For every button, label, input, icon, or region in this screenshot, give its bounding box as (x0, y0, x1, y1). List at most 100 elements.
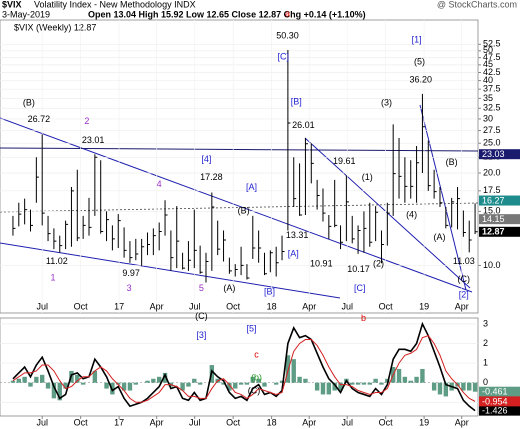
histogram-bar (22, 376, 27, 383)
price-box (479, 195, 520, 206)
histogram-bar (45, 382, 51, 389)
price-box (479, 386, 520, 397)
histogram-bar (373, 378, 378, 383)
annotation: (C) (248, 385, 261, 395)
annotation: (4) (406, 209, 417, 219)
price-bar (111, 225, 115, 251)
price-bar (386, 202, 390, 246)
annotation: 5 (199, 283, 204, 293)
y-tick-label: 10.0 (483, 260, 501, 270)
instrument-name: Volatility Index - New Methodology INDX (34, 0, 196, 9)
y-tick-label: 45 (483, 59, 493, 69)
histogram-bar (40, 374, 45, 383)
x-tick-label: Apr (302, 417, 316, 427)
indicator-panel (0, 317, 479, 417)
indicator-layer (0, 321, 478, 412)
histogram-bar (326, 382, 332, 395)
annotation: (5) (414, 57, 425, 67)
annotation: 10.17 (347, 264, 370, 274)
price-box-label: 23.03 (482, 149, 505, 159)
y-tick-label: 1 (483, 357, 488, 367)
histogram-bar (121, 382, 127, 391)
y-tick-label: 35 (483, 93, 493, 103)
price-bar (263, 252, 267, 276)
price-bar (234, 264, 238, 277)
price-bar (451, 197, 455, 228)
price-bar (152, 228, 156, 256)
annotation: 2 (84, 116, 89, 126)
histogram-bar (221, 382, 226, 385)
price-bar (334, 179, 338, 228)
x-tick-label: Apr (150, 417, 164, 427)
annotation: 10.91 (310, 258, 333, 268)
histogram-bar (338, 382, 343, 391)
x-tick-label: Apr (455, 301, 469, 311)
annotation: 50.30 (276, 31, 299, 41)
x-tick-label: Oct (226, 301, 241, 311)
price-bar (281, 235, 285, 261)
annotation: (1) (362, 172, 373, 182)
annotation: c (254, 350, 259, 360)
price-bar (106, 211, 110, 242)
price-bar (474, 203, 478, 235)
price-bar (369, 202, 373, 247)
price-bar (146, 232, 150, 256)
price-bar (240, 246, 244, 276)
y-tick-label: 32.5 (483, 103, 501, 113)
annotation: (B) (446, 157, 458, 167)
annotation: [A] (288, 248, 299, 258)
source: @ StockCharts.com (437, 0, 517, 9)
price-bar (404, 157, 408, 203)
price-bar (170, 230, 174, 271)
histogram-bar (186, 382, 191, 387)
annotation: a (285, 9, 290, 19)
x-tick-label: Jul (341, 417, 353, 427)
price-bar (182, 252, 186, 270)
histogram-bar (238, 382, 244, 385)
histogram-bar (16, 378, 22, 383)
price-box (479, 405, 520, 416)
annotation: [5] (247, 324, 257, 334)
histogram-bar (408, 380, 413, 383)
y-tick-label: 42.5 (483, 67, 501, 77)
histogram-bar (80, 382, 86, 385)
histogram-bar (10, 380, 16, 383)
y-tick-label: 0 (483, 377, 488, 387)
x-tick-label: Jul (36, 417, 48, 427)
price-box-label: 16.27 (482, 195, 505, 205)
price-bar (275, 246, 279, 277)
annotation: (b) (251, 372, 262, 382)
price-bar (462, 210, 466, 237)
price-bar (363, 211, 367, 253)
x-tick-label: 18 (267, 301, 277, 311)
y-tick-label: 2 (483, 338, 488, 348)
histogram-bar (104, 382, 109, 389)
histogram-bar (133, 382, 138, 385)
annotation: 23.01 (82, 135, 105, 145)
indicator-line (12, 321, 476, 412)
price-bar (59, 235, 63, 253)
x-tick-label: Jul (36, 301, 48, 311)
annotation: (3) (381, 97, 392, 107)
price-bar (421, 93, 425, 174)
histogram-bar (297, 376, 302, 383)
price-bar (164, 200, 168, 236)
x-tick-label: Oct (379, 417, 394, 427)
price-bar (205, 252, 209, 283)
histogram-bar (151, 378, 156, 383)
y-tick-label: 37.5 (483, 84, 501, 94)
histogram-bar (367, 382, 372, 385)
histogram-bar (443, 382, 449, 397)
histogram-bar (420, 368, 425, 383)
annotation: 1 (51, 272, 56, 282)
price-bar (392, 124, 396, 216)
histogram-bar (414, 376, 419, 383)
quote: Open 13.04 High 15.92 Low 12.65 Close 12… (88, 9, 366, 19)
price-bar (217, 220, 221, 256)
price-box-label: -0.954 (482, 396, 508, 406)
histogram-bar (63, 382, 68, 389)
annotation: [3] (196, 330, 206, 340)
price-bar (65, 220, 69, 250)
price-bar (246, 264, 250, 280)
